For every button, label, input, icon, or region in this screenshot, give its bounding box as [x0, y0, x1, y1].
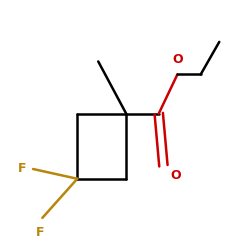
Text: F: F	[18, 162, 26, 175]
Text: O: O	[172, 53, 183, 66]
Text: F: F	[36, 226, 44, 239]
Text: O: O	[170, 169, 181, 182]
